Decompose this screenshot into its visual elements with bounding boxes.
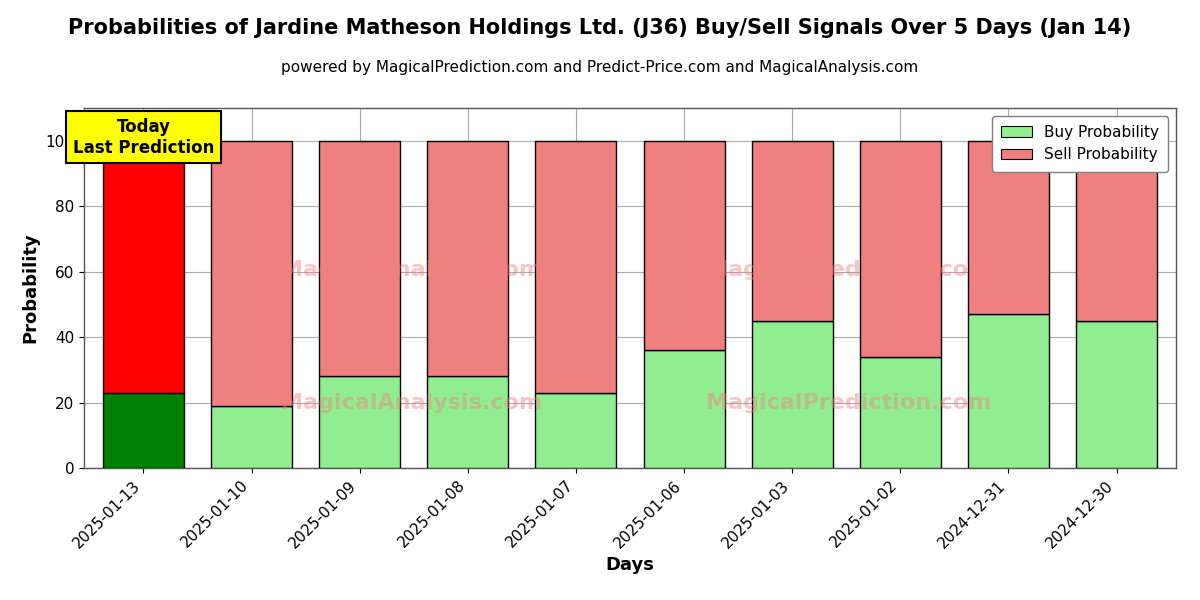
Bar — [535, 393, 617, 468]
Bar — [859, 357, 941, 468]
Text: MagicalPrediction.com: MagicalPrediction.com — [706, 393, 991, 413]
Bar — [859, 141, 941, 357]
Bar — [103, 141, 184, 393]
X-axis label: Days: Days — [606, 556, 654, 574]
Y-axis label: Probability: Probability — [22, 233, 40, 343]
Bar — [427, 141, 509, 376]
Bar — [211, 141, 292, 406]
Bar — [643, 350, 725, 468]
Text: Today
Last Prediction: Today Last Prediction — [73, 118, 214, 157]
Legend: Buy Probability, Sell Probability: Buy Probability, Sell Probability — [992, 116, 1169, 172]
Bar — [211, 406, 292, 468]
Bar — [643, 141, 725, 350]
Text: MagicalPrediction.com: MagicalPrediction.com — [706, 260, 991, 280]
Bar — [319, 141, 401, 376]
Bar — [1076, 321, 1157, 468]
Bar — [103, 393, 184, 468]
Bar — [968, 314, 1049, 468]
Bar — [751, 321, 833, 468]
Bar — [427, 376, 509, 468]
Bar — [1076, 141, 1157, 321]
Bar — [968, 141, 1049, 314]
Bar — [751, 141, 833, 321]
Text: MagicalAnalysis.com: MagicalAnalysis.com — [281, 393, 542, 413]
Bar — [319, 376, 401, 468]
Bar — [535, 141, 617, 393]
Text: Probabilities of Jardine Matheson Holdings Ltd. (J36) Buy/Sell Signals Over 5 Da: Probabilities of Jardine Matheson Holdin… — [68, 18, 1132, 38]
Text: powered by MagicalPrediction.com and Predict-Price.com and MagicalAnalysis.com: powered by MagicalPrediction.com and Pre… — [281, 60, 919, 75]
Text: MagicalAnalysis.com: MagicalAnalysis.com — [281, 260, 542, 280]
